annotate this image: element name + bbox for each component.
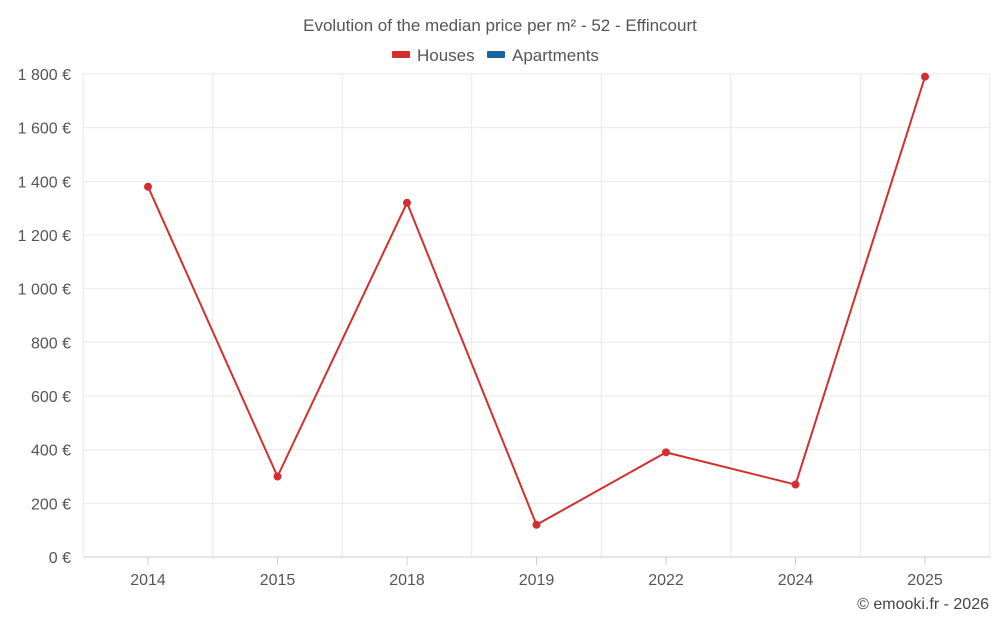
y-tick-label: 0 € bbox=[49, 550, 71, 567]
data-point-houses[interactable] bbox=[403, 198, 411, 207]
series-line-houses bbox=[147, 76, 926, 526]
data-point-houses[interactable] bbox=[791, 480, 800, 489]
x-axis: 2014 2015 2018 2019 2022 2024 2025 bbox=[83, 556, 990, 589]
y-axis: 0 € 200 € 400 € 600 € 800 € 1 000 € 1 200 € 1 4… bbox=[18, 67, 71, 567]
data-point-houses[interactable] bbox=[921, 72, 929, 81]
x-tick-label: 2019 bbox=[519, 572, 555, 589]
chart-title: Evolution of the median price per m² - 5… bbox=[303, 16, 697, 35]
data-point-houses[interactable] bbox=[273, 472, 282, 481]
legend-swatch-apartments bbox=[487, 51, 505, 58]
x-tick-label: 2025 bbox=[907, 572, 943, 589]
data-point-houses[interactable] bbox=[532, 520, 541, 529]
y-tick-label: 1 000 € bbox=[18, 282, 71, 299]
legend-item-apartments[interactable]: Apartments bbox=[487, 46, 599, 65]
x-tick-label: 2014 bbox=[130, 572, 166, 589]
grid bbox=[82, 73, 991, 557]
legend-label-apartments: Apartments bbox=[512, 46, 599, 65]
plot-area bbox=[144, 72, 929, 529]
legend-label-houses: Houses bbox=[417, 46, 475, 65]
x-tick-label: 2018 bbox=[389, 572, 425, 589]
y-tick-label: 1 800 € bbox=[18, 67, 71, 84]
y-tick-label: 800 € bbox=[31, 335, 71, 352]
data-point-houses[interactable] bbox=[662, 448, 670, 457]
y-tick-label: 1 200 € bbox=[18, 228, 71, 245]
credit-text: © emooki.fr - 2026 bbox=[857, 596, 989, 613]
y-tick-label: 600 € bbox=[31, 389, 71, 406]
y-tick-label: 400 € bbox=[31, 443, 71, 460]
y-tick-label: 200 € bbox=[31, 496, 71, 513]
x-tick-label: 2022 bbox=[648, 572, 684, 589]
x-tick-label: 2015 bbox=[260, 572, 296, 589]
legend-item-houses[interactable]: Houses bbox=[392, 46, 475, 65]
y-tick-label: 1 400 € bbox=[18, 174, 71, 191]
x-tick-label: 2024 bbox=[778, 572, 814, 589]
y-tick-label: 1 600 € bbox=[18, 121, 71, 138]
data-point-houses[interactable] bbox=[144, 182, 152, 191]
legend-swatch-houses bbox=[392, 51, 410, 58]
legend: Houses Apartments bbox=[392, 46, 599, 65]
